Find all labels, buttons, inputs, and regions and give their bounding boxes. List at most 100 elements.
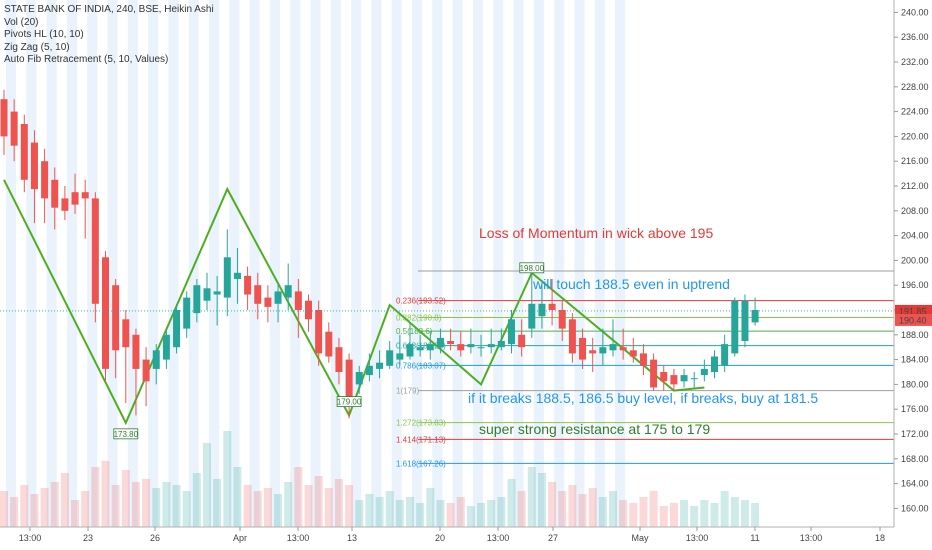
volume-bar	[324, 488, 333, 527]
session-band	[26, 0, 37, 527]
annotation-momentum: Loss of Momentum in wick above 195	[479, 225, 714, 241]
candle-body	[193, 285, 201, 314]
candle	[700, 359, 708, 382]
candles[interactable]	[0, 89, 759, 419]
legend-indicator-pivots[interactable]: Pivots HL (10, 10)	[4, 29, 84, 40]
price-tick-label: 172.00	[901, 429, 929, 439]
candle-body	[599, 347, 607, 354]
session-band	[330, 0, 341, 527]
legend-indicator-fib[interactable]: Auto Fib Retracement (5, 10, Values)	[4, 54, 169, 65]
pivot-box	[113, 428, 139, 440]
candle	[660, 365, 668, 391]
time-tick-label: 13:00	[686, 533, 709, 543]
candle-body	[61, 198, 69, 211]
volume-bar	[71, 500, 80, 527]
annotation-resistance: super strong resistance at 175 to 179	[479, 421, 711, 437]
candle	[447, 328, 455, 351]
candle	[670, 368, 678, 391]
candle	[345, 353, 353, 419]
candle-body	[81, 192, 89, 199]
candle-body	[457, 344, 465, 351]
time-axis[interactable]: 13:00 23 26 Apr 13:00 13 20 13:00 27 May 13:00 11 13…	[0, 526, 932, 550]
candle	[284, 263, 292, 310]
volume-bar	[609, 491, 617, 527]
candle	[639, 344, 647, 376]
fib-label: 0.786(183.07)	[396, 361, 446, 370]
candle	[376, 350, 384, 379]
legend-symbol[interactable]: STATE BANK OF INDIA, 240, BSE, Heikin As…	[4, 4, 214, 15]
candle-body	[396, 353, 404, 360]
candle	[406, 322, 414, 360]
session-band	[412, 0, 423, 527]
volume-bar	[91, 467, 100, 527]
volume-bar	[20, 485, 29, 527]
candle-body	[670, 375, 678, 385]
session-band	[513, 0, 524, 527]
volume-bar	[639, 497, 648, 527]
candle	[132, 328, 140, 416]
candle-body	[680, 375, 688, 382]
price-tick-label: 196.00	[901, 280, 929, 290]
pivot-label: 198.00	[520, 264, 545, 273]
price-tick-label: 180.00	[901, 379, 929, 389]
volume-bar	[578, 494, 587, 527]
session-band	[229, 0, 240, 527]
candle	[365, 353, 373, 382]
session-band	[188, 0, 199, 527]
price-tick-label: 220.00	[901, 131, 929, 141]
candle-body	[508, 319, 515, 345]
session-band	[290, 0, 301, 527]
candle-body	[497, 341, 505, 348]
candle	[690, 372, 698, 388]
candle-body	[548, 303, 556, 310]
volume-bar	[131, 482, 140, 527]
candle	[650, 353, 658, 391]
session-band	[493, 0, 504, 527]
candle	[81, 179, 89, 239]
price-tick-label: 228.00	[901, 82, 929, 92]
candle	[264, 285, 272, 323]
price-tag-label: 190.40	[899, 315, 927, 325]
session-band	[594, 0, 605, 527]
price-tick-label: 240.00	[901, 7, 929, 17]
volume-bar	[659, 506, 668, 527]
volume-bar	[527, 467, 536, 527]
pivot-box	[336, 396, 362, 408]
legend-indicator-zigzag[interactable]: Zig Zag (5, 10)	[4, 41, 70, 53]
price-tick-label: 208.00	[901, 206, 929, 216]
candle-body	[386, 350, 394, 366]
candle	[183, 291, 191, 338]
session-band	[168, 0, 179, 527]
candle-body	[132, 334, 140, 369]
volume-bar	[375, 497, 384, 527]
candle	[203, 272, 211, 310]
candle-body	[751, 310, 759, 323]
pivot-box	[519, 262, 545, 274]
candle-body	[102, 257, 109, 369]
volume-bar	[669, 503, 678, 527]
time-axis-bg	[0, 527, 932, 550]
candle	[223, 229, 231, 317]
candle	[162, 328, 170, 369]
volume-bar	[548, 482, 557, 527]
legend-indicator-vol[interactable]: Vol (20)	[4, 16, 39, 28]
candle-body	[609, 344, 617, 351]
volume-bar	[426, 488, 435, 527]
volume-bar	[456, 497, 465, 527]
price-tick-label: 232.00	[901, 57, 929, 67]
fib-label: 1(179)	[396, 387, 419, 396]
volume-bar	[751, 503, 760, 527]
price-tag-label: 191.85	[899, 306, 927, 316]
price-axis-bg	[894, 0, 932, 550]
volume-bar	[284, 482, 293, 527]
candle	[558, 300, 566, 341]
candle-body	[700, 368, 708, 376]
candle	[244, 266, 252, 310]
time-tick-label: 20	[435, 533, 445, 543]
volume-bar	[334, 479, 343, 527]
candle-body	[244, 275, 252, 295]
candle	[518, 319, 526, 357]
volume-bar	[700, 500, 709, 527]
